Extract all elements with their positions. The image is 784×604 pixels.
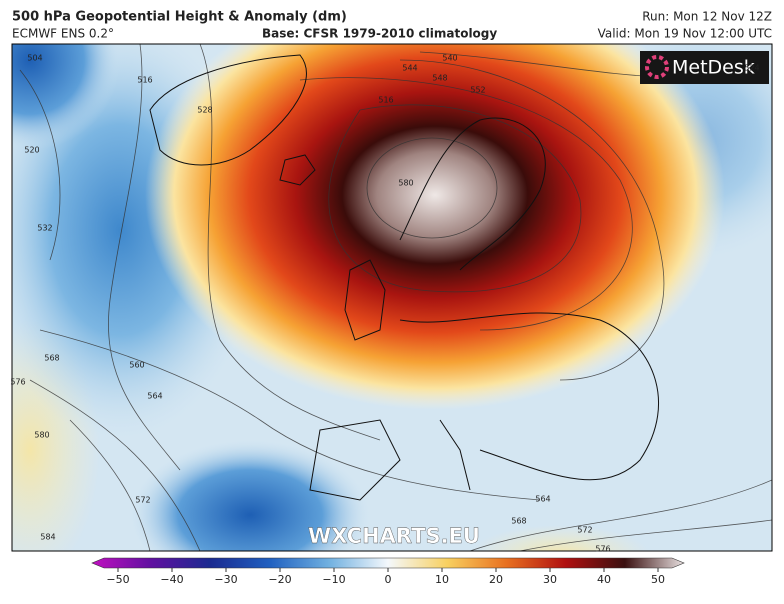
contour-label: 584 — [40, 533, 55, 542]
colorbar-tick-label: 0 — [385, 573, 392, 586]
contour-label: 552 — [470, 86, 485, 95]
colorbar — [91, 557, 685, 569]
logo-text: MetDesk — [672, 57, 755, 79]
contour-label: 516 — [378, 96, 393, 105]
contour-label: 572 — [135, 496, 150, 505]
contour-label: 572 — [577, 526, 592, 535]
title: 500 hPa Geopotential Height & Anomaly (d… — [12, 10, 347, 25]
contour-label: 580 — [398, 179, 413, 188]
contour-label: 544 — [402, 64, 417, 73]
colorbar-tick-label: −30 — [214, 573, 237, 586]
logo-box: MetDesk — [640, 51, 769, 84]
colorbar-tick-label: 40 — [597, 573, 611, 586]
contour-label: 568 — [44, 354, 59, 363]
map — [12, 44, 772, 551]
colorbar-tick-label: −40 — [160, 573, 183, 586]
watermark: WXCHARTS.EU — [308, 524, 480, 548]
contour-label: 528 — [197, 106, 212, 115]
contour-label: 560 — [129, 361, 144, 370]
contour-label: 580 — [34, 431, 49, 440]
model: ECMWF ENS 0.2° — [12, 27, 114, 41]
colorbar-tick-label: −50 — [106, 573, 129, 586]
colorbar-tick-label: −10 — [322, 573, 345, 586]
colorbar-tick-label: 10 — [435, 573, 449, 586]
contour-label: 520 — [24, 146, 39, 155]
contour-label: 516 — [137, 76, 152, 85]
colorbar-tick-label: 30 — [543, 573, 557, 586]
contour-label: 524 — [744, 64, 759, 73]
contour-label: 532 — [37, 224, 52, 233]
run: Run: Mon 12 Nov 12Z — [642, 10, 772, 24]
colorbar-tick-label: 50 — [651, 573, 665, 586]
colorbar-tick-label: 20 — [489, 573, 503, 586]
contour-label: 576 — [595, 545, 610, 554]
contour-label: 568 — [511, 517, 526, 526]
base: Base: CFSR 1979-2010 climatology — [262, 27, 497, 41]
contour-label: 548 — [432, 74, 447, 83]
contour-label: 576 — [10, 378, 25, 387]
contour-label: 564 — [535, 495, 550, 504]
map-frame — [11, 43, 773, 552]
valid: Valid: Mon 19 Nov 12:00 UTC — [598, 27, 772, 41]
contour-label: 540 — [442, 54, 457, 63]
colorbar-tick-label: −20 — [268, 573, 291, 586]
contour-label: 504 — [27, 54, 42, 63]
contour-label: 564 — [147, 392, 162, 401]
